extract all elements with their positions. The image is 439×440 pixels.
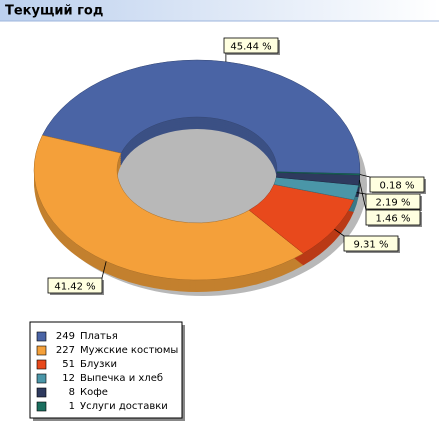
- legend-swatch: [36, 345, 47, 356]
- data-label: 41.42 %: [54, 282, 95, 293]
- leader-line: [356, 192, 367, 195]
- data-label: 9.31 %: [354, 240, 389, 251]
- leader-line: [101, 261, 107, 279]
- legend-label: Платья: [80, 331, 118, 342]
- legend-label: Услуги доставки: [80, 401, 168, 412]
- legend-count: 8: [69, 387, 75, 398]
- legend-swatch: [36, 387, 47, 398]
- slice: [33, 134, 304, 281]
- slice: [41, 59, 361, 175]
- legend-count: 227: [56, 345, 75, 356]
- legend: [29, 321, 183, 419]
- label-box: [365, 209, 421, 226]
- legend-count: 249: [56, 331, 75, 342]
- legend-swatch: [36, 373, 47, 384]
- legend-label: Кофе: [80, 387, 108, 398]
- label-box: [47, 277, 103, 294]
- data-label: 1.46 %: [376, 214, 411, 225]
- label-box: [369, 176, 425, 193]
- chart-title: Текущий год: [5, 4, 103, 19]
- legend-items: 249 Платья 227 Мужские костюмы 51 Блузки 12 Вып…: [36, 331, 178, 412]
- leader-line: [334, 228, 345, 237]
- legend-swatch: [36, 401, 47, 412]
- data-label: 45.44 %: [230, 42, 271, 53]
- data-label: 2.19 %: [376, 198, 411, 209]
- donut-top: [33, 59, 361, 281]
- data-label: 0.18 %: [380, 181, 415, 192]
- leader-line: [359, 174, 371, 178]
- header-bar: [0, 0, 439, 21]
- label-box: [343, 235, 399, 252]
- legend-label: Выпечка и хлеб: [80, 373, 163, 384]
- legend-label: Мужские костюмы: [80, 345, 178, 356]
- label-box: [223, 37, 279, 54]
- legend-label: Блузки: [80, 359, 117, 370]
- leader-line: [358, 180, 367, 211]
- data-labels: 45.44 % 41.42 % 9.31 % 2.19 % 1.46 % 0.18 %: [47, 37, 426, 295]
- legend-swatch: [36, 331, 47, 342]
- legend-count: 51: [62, 359, 75, 370]
- legend-swatch: [36, 359, 47, 370]
- legend-count: 1: [69, 401, 75, 412]
- legend-count: 12: [62, 373, 75, 384]
